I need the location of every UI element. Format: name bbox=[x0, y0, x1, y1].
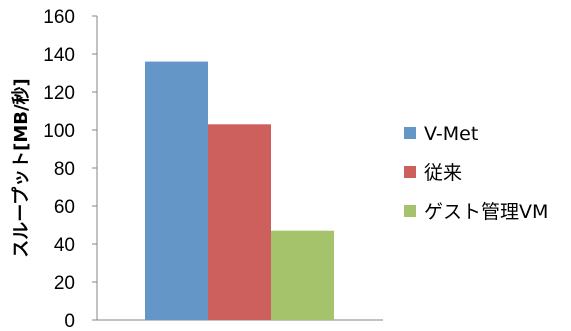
y-axis-ticks: 0 20 40 60 80 100 120 140 160 bbox=[43, 7, 97, 331]
bars bbox=[145, 61, 334, 320]
y-tick-label: 40 bbox=[54, 235, 75, 256]
y-tick-label: 120 bbox=[43, 83, 75, 104]
legend-swatch-0 bbox=[404, 127, 416, 139]
y-tick-label: 160 bbox=[43, 7, 75, 28]
legend-label-1: 従来 bbox=[424, 162, 462, 184]
legend-swatch-1 bbox=[404, 166, 416, 178]
y-tick-label: 100 bbox=[43, 121, 75, 142]
bar-0 bbox=[145, 61, 208, 320]
y-axis-label: スループット[MB/秒] bbox=[10, 78, 32, 258]
y-tick-label: 20 bbox=[54, 273, 75, 294]
y-tick-label: 140 bbox=[43, 45, 75, 66]
y-tick-label: 80 bbox=[54, 159, 75, 180]
y-tick-label: 0 bbox=[64, 311, 75, 331]
bar-1 bbox=[208, 124, 271, 320]
legend-swatch-2 bbox=[404, 205, 416, 217]
legend-label-0: V-Met bbox=[424, 123, 478, 145]
bar-2 bbox=[271, 230, 334, 320]
y-tick-label: 60 bbox=[54, 197, 75, 218]
legend-label-2: ゲスト管理VM bbox=[424, 201, 548, 223]
